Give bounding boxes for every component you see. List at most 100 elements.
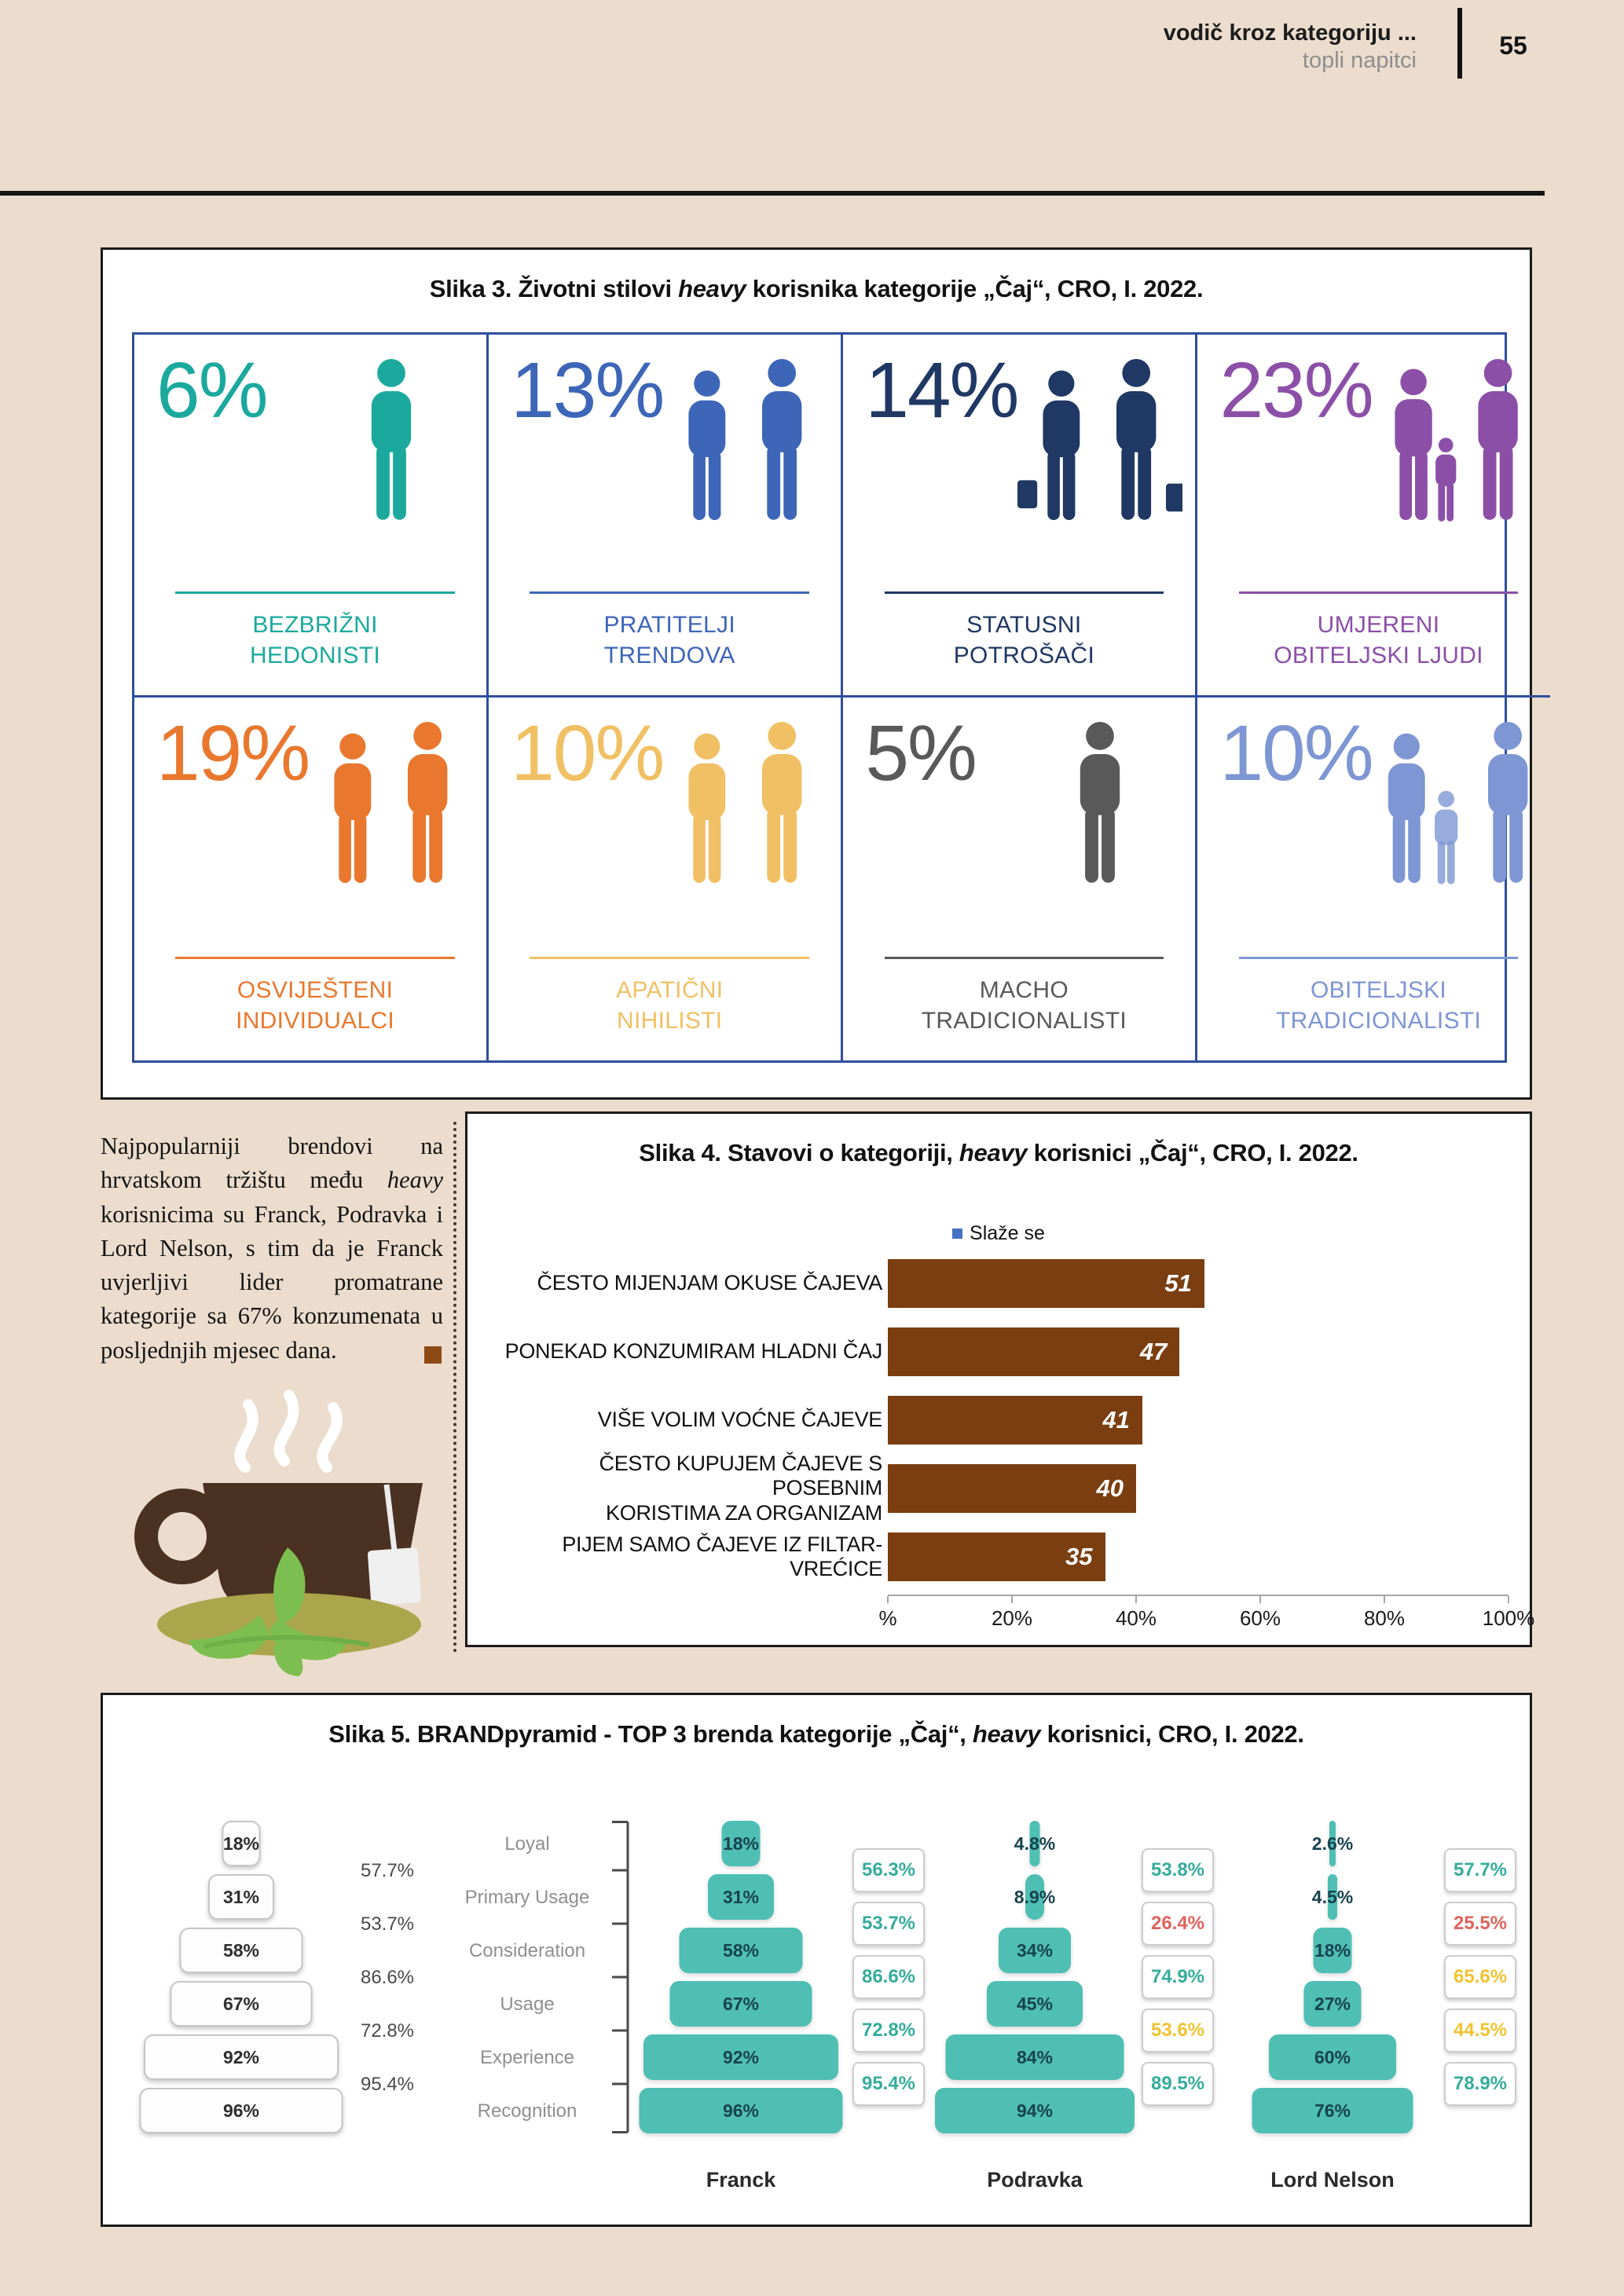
- pyramid-level-row: 31%: [631, 1874, 851, 1920]
- pyramid-value: 27%: [1314, 1994, 1351, 2014]
- segment-divider: [1238, 591, 1519, 594]
- figure5-title-post: korisnici, CRO, I. 2022.: [1040, 1720, 1304, 1748]
- lifestyle-segment-2: 13% PRATITELJI TRENDOVA: [489, 335, 844, 698]
- figure5-panel: Slika 5. BRANDpyramid - TOP 3 brenda kat…: [101, 1693, 1532, 2227]
- pyramid-level-label: Primary Usage: [464, 1887, 590, 1908]
- bar-category-label: ČESTO MIJENJAM OKUSE ČAJEVA: [537, 1271, 883, 1295]
- paragraph-text: Najpopularniji brendovi na hrvatskom trž…: [101, 1133, 443, 1194]
- pyramid-block: [721, 1821, 761, 1866]
- pyramid-level-row: 58%: [631, 1928, 851, 1973]
- pyramid-level-row: 92%: [631, 2034, 851, 2080]
- lifestyle-segment-3: 14% STATUSNI POTROŠAČI: [843, 335, 1198, 698]
- lifestyle-grid: 6% BEZBRIŽNI HEDONISTI 13% PRATITELJI TRENDOV…: [132, 332, 1550, 1063]
- family-standing-silhouette: [1373, 720, 1538, 886]
- pyramid-level-row: 96%: [631, 2088, 851, 2133]
- pyramid-level-row: 67%: [631, 1981, 851, 2027]
- figure3-title: Slika 3. Životni stilovi heavy korisnika…: [103, 275, 1530, 303]
- man-standing-silhouette: [1017, 720, 1182, 886]
- pyramid-level-row: 45%: [925, 1981, 1145, 2027]
- paragraph-end-square: [424, 1346, 442, 1364]
- paragraph-italic: heavy: [387, 1166, 443, 1194]
- figure5-title-italic: heavy: [972, 1720, 1041, 1748]
- brand-conversions-lord-nelson: 57.7% 25.5% 65.6% 44.5% 78.9%: [1443, 1821, 1521, 2133]
- x-axis-tick-label: 40%: [1115, 1606, 1157, 1630]
- pyramid-axis-bracket: [612, 1821, 629, 2133]
- pyramid-block: [1029, 1821, 1040, 1866]
- x-axis-tick-label: 20%: [991, 1606, 1033, 1630]
- pyramid-value: 4.8%: [1014, 1833, 1056, 1854]
- pyramid-block: [139, 2088, 343, 2133]
- pyramid-block: [1313, 1928, 1352, 1973]
- chart-legend: Slaže se: [467, 1222, 1530, 1245]
- segment-percentage: 14%: [865, 346, 1019, 434]
- pyramid-value: 18%: [722, 1833, 760, 1854]
- cup-handle: [134, 1489, 230, 1584]
- x-axis-tick-label: 60%: [1239, 1606, 1281, 1630]
- pyramid-value: 94%: [1016, 2100, 1054, 2121]
- person-relaxed-silhouette: [309, 357, 474, 523]
- legend-label: Slaže se: [970, 1222, 1045, 1244]
- pyramid-block: [708, 1874, 774, 1920]
- sidebar-paragraph: Najpopularniji brendovi na hrvatskom trž…: [101, 1130, 443, 1368]
- bar: 40: [888, 1464, 1136, 1513]
- figure4-title: Slika 4. Stavovi o kategoriji, heavy kor…: [467, 1139, 1530, 1167]
- pyramid-level-row: 31%: [131, 1874, 351, 1920]
- conversion-rate-box: 89.5%: [1142, 2062, 1214, 2106]
- x-axis-tick: [1259, 1596, 1261, 1603]
- conversion-rate-box: 74.9%: [1142, 1955, 1214, 1999]
- pyramid-level-row: 76%: [1223, 2088, 1443, 2133]
- conversion-rate-box: 57.7%: [1444, 1848, 1516, 1892]
- teabag-string: [383, 1484, 398, 1551]
- brand-name-franck: Franck: [706, 2168, 776, 2192]
- pyramid-value: 92%: [722, 2047, 760, 2067]
- bar-category-label: PONEKAD KONZUMIRAM HLADNI ČAJ: [504, 1339, 883, 1364]
- segment-percentage: 19%: [156, 709, 310, 797]
- bar: 41: [888, 1396, 1142, 1445]
- segment-top: 19%: [156, 714, 474, 917]
- bar-row: ČESTO KUPUJEM ČAJEVE S POSEBNIM KORISTIMA…: [491, 1452, 1509, 1525]
- conversion-rate: 53.7%: [360, 1913, 415, 1935]
- pyramid-level-row: 60%: [1223, 2034, 1443, 2080]
- conversion-rate-box: 86.6%: [852, 1955, 925, 1999]
- header-divider-bar: [1457, 8, 1462, 79]
- page-number: 55: [1499, 31, 1527, 60]
- brand-pyramid-chart: 18% 31% 58% 67% 92% 96% 57.7% 53.7% 86.6% 72.8% 95…: [103, 1821, 1534, 2206]
- segment-top: 14%: [865, 351, 1183, 555]
- pyramid-level-row: 34%: [925, 1928, 1145, 1973]
- x-axis-tick-label: 80%: [1363, 1606, 1406, 1630]
- pyramid-block: [999, 1928, 1071, 1973]
- pyramid-block: [1252, 2088, 1413, 2133]
- pyramid-block: [669, 1981, 812, 2027]
- x-axis-tick-label: %: [878, 1606, 897, 1630]
- pyramid-level-row: 18%: [631, 1821, 851, 1866]
- bar-track: 40: [888, 1464, 1509, 1513]
- conversion-rate-box: 53.7%: [852, 1902, 925, 1946]
- pyramid-level-row: 96%: [131, 2088, 351, 2133]
- pyramid-block: [935, 2088, 1135, 2133]
- segment-percentage: 10%: [511, 709, 665, 797]
- bar-value-label: 51: [1164, 1269, 1192, 1297]
- conversion-rate: 72.8%: [360, 2020, 415, 2041]
- page-header-subtitle: topli napitci: [1302, 48, 1417, 73]
- figure3-title-italic: heavy: [678, 275, 746, 302]
- bar: 35: [888, 1532, 1105, 1581]
- x-axis-tick: [1508, 1596, 1509, 1603]
- segment-percentage: 5%: [865, 709, 977, 797]
- pyramid-block: [1328, 1874, 1337, 1920]
- pyramid-level-row: 8.9%: [925, 1874, 1145, 1920]
- pyramid-value: 96%: [222, 2100, 260, 2121]
- header-rule: [0, 191, 1545, 196]
- bar-row: PONEKAD KONZUMIRAM HLADNI ČAJ 47: [491, 1327, 1509, 1376]
- conversion-rate-box: 78.9%: [1444, 2062, 1516, 2106]
- lifestyle-segment-7: 5% MACHO TRADICIONALISTI: [843, 698, 1198, 1060]
- pyramid-level-label: Recognition: [477, 2100, 577, 2122]
- brand-conversions-franck: 56.3% 53.7% 86.6% 72.8% 95.4%: [851, 1821, 929, 2133]
- conversion-rate-box: 72.8%: [852, 2009, 925, 2052]
- pyramid-level-labels: Loyal Primary Usage Consideration Usage Expe…: [453, 1821, 602, 2133]
- pyramid-block: [170, 1981, 313, 2027]
- figure5-title-pre: Slika 5. BRANDpyramid - TOP 3 brenda kat…: [328, 1720, 973, 1748]
- pyramid-block: [1329, 1821, 1336, 1866]
- segment-label: OBITELJSKI TRADICIONALISTI: [1275, 976, 1482, 1034]
- steam-icon: [234, 1390, 343, 1473]
- conversion-rate-box: 53.8%: [1142, 1848, 1214, 1892]
